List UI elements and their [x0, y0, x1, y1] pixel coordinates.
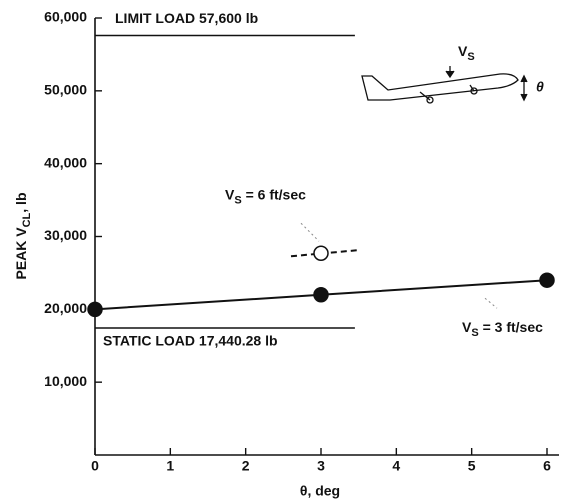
x-tick-label: 2 — [242, 458, 250, 474]
reference-label: STATIC LOAD 17,440.28 lb — [103, 333, 278, 349]
y-tick-label: 30,000 — [44, 227, 87, 243]
series-label-sub: S — [471, 327, 478, 339]
y-axis-label: PEAK VCL, lb — [13, 192, 33, 279]
x-tick-label: 1 — [166, 458, 174, 474]
airplane-icon — [361, 66, 528, 104]
series-label: VS = 3 ft/sec — [462, 319, 543, 339]
x-tick-label: 5 — [468, 458, 476, 474]
leader-line — [300, 222, 320, 242]
icon-velocity-label: VS — [458, 43, 475, 63]
x-tick-label: 3 — [317, 458, 325, 474]
icon-angle-label: θ — [536, 79, 544, 95]
data-point — [539, 272, 555, 288]
series-label-base: V — [225, 186, 235, 202]
series-label-sub: S — [234, 194, 241, 206]
series-label-rest: = 6 ft/sec — [242, 186, 306, 202]
data-point — [313, 287, 329, 303]
x-tick-label: 0 — [91, 458, 99, 474]
data-point — [313, 245, 329, 262]
series-label-base: V — [462, 319, 472, 335]
series-label-rest: = 3 ft/sec — [479, 319, 543, 335]
y-tick-label: 10,000 — [44, 373, 87, 389]
leader-line — [484, 297, 498, 309]
x-axis-label: θ, deg — [300, 483, 340, 499]
x-tick-label: 6 — [543, 458, 551, 474]
y-tick-label: 20,000 — [44, 300, 87, 316]
x-tick-label: 4 — [392, 458, 400, 474]
series-label: VS = 6 ft/sec — [225, 186, 306, 206]
reference-label: LIMIT LOAD 57,600 lb — [115, 10, 258, 26]
y-tick-label: 50,000 — [44, 82, 87, 98]
data-point — [87, 301, 103, 318]
y-tick-label: 60,000 — [44, 9, 87, 25]
y-tick-label: 40,000 — [44, 154, 87, 170]
